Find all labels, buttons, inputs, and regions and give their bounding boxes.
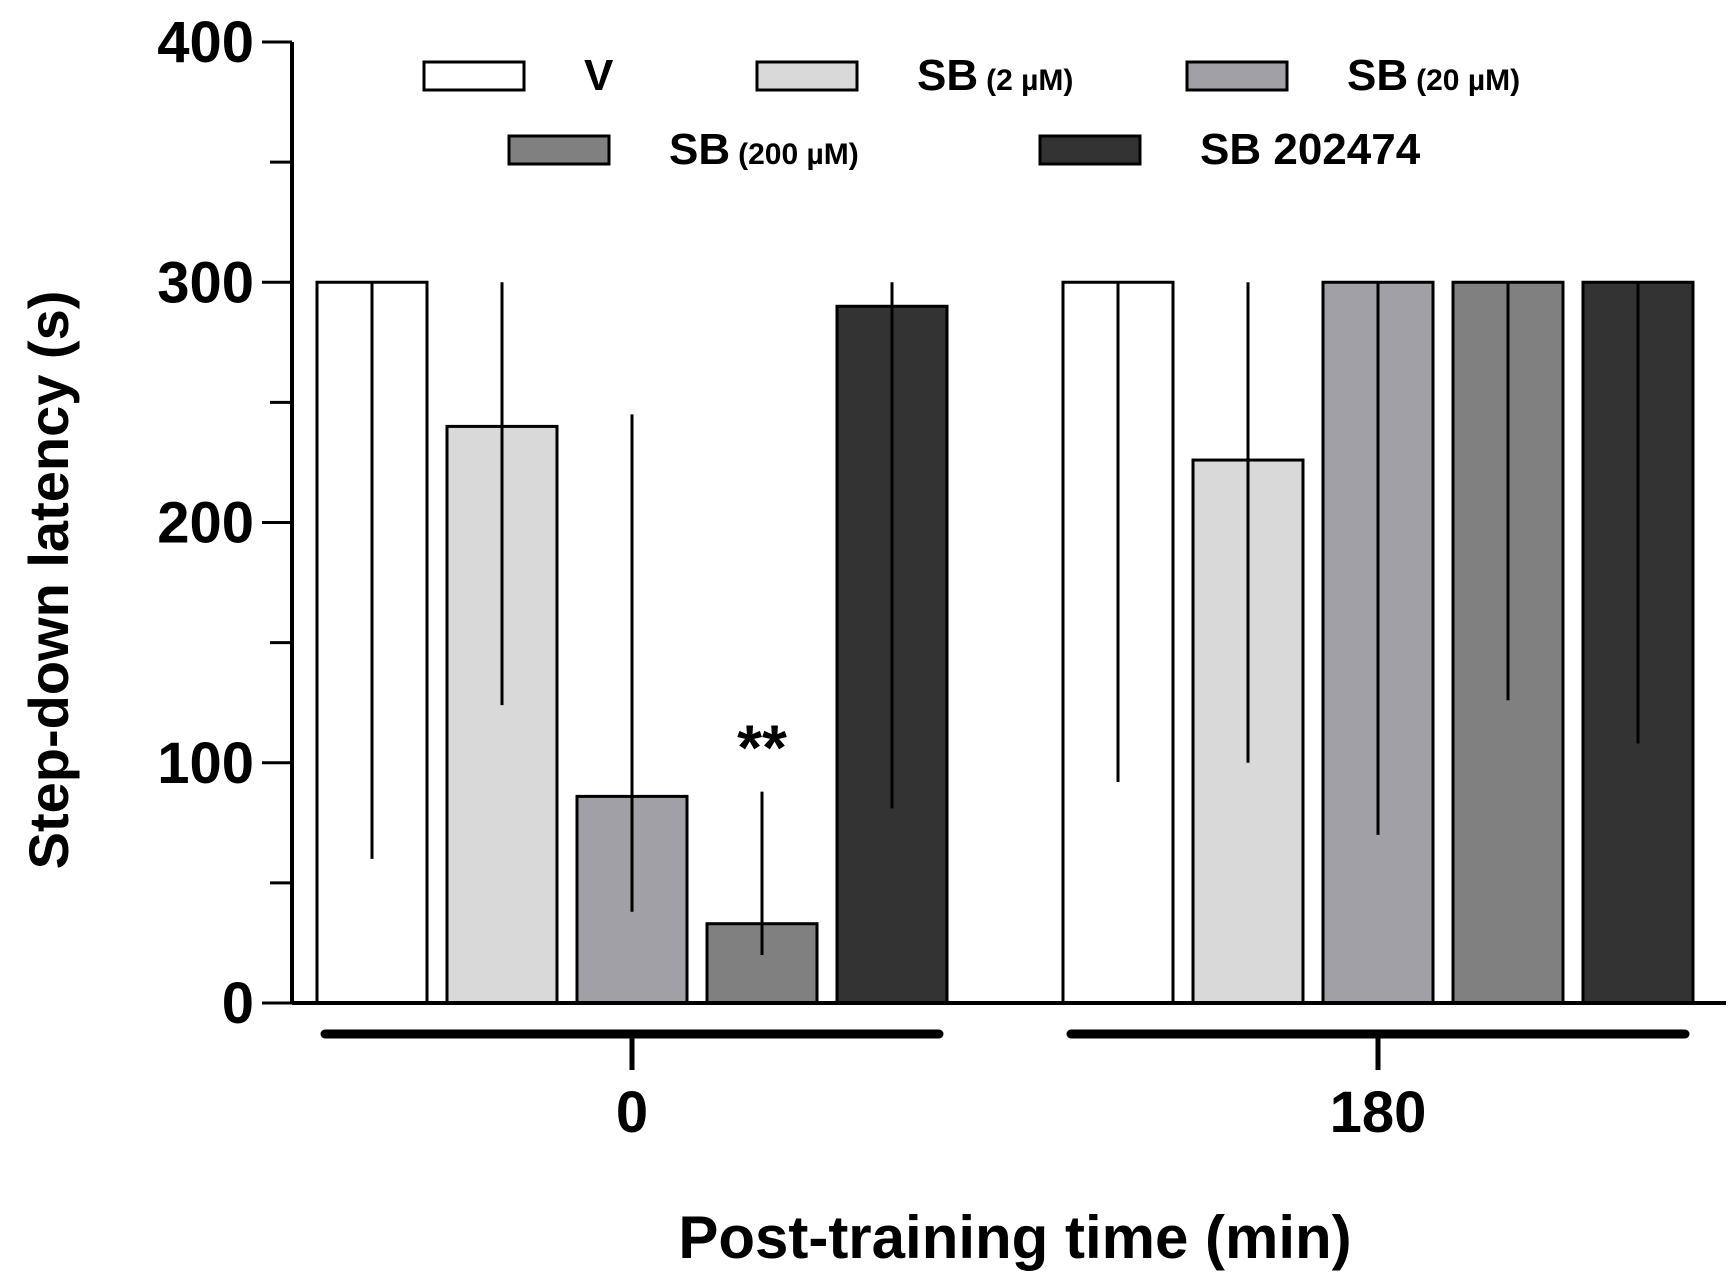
legend-swatch (1185, 60, 1289, 92)
legend-swatch (422, 60, 526, 92)
bars (315, 280, 1695, 1005)
y-tick-label: 100 (157, 731, 254, 796)
x-tick-label: 0 (616, 1080, 648, 1145)
legend-label: SB (2 µM) (917, 51, 1073, 100)
significance-marker: ** (737, 712, 787, 784)
annotations: ** (737, 712, 787, 784)
x-tick-label: 180 (1330, 1080, 1427, 1145)
y-axis: 0 100 200 300 400 (157, 10, 294, 1036)
legend-label: SB 202474 (1200, 125, 1421, 174)
y-tick-label: 200 (157, 491, 254, 556)
legend-swatch (755, 60, 859, 92)
y-tick-label: 0 (222, 971, 254, 1036)
legend: V SB (2 µM) SB (20 µM) SB (200 µM) SB 202474 (422, 51, 1520, 174)
legend-swatch (507, 134, 611, 166)
x-axis-title: Post-training time (min) (678, 1204, 1351, 1271)
y-tick-label: 400 (157, 10, 254, 75)
legend-label-concentration: (20 µM) (1416, 64, 1520, 97)
legend-swatch (1038, 134, 1142, 166)
y-axis-title: Step-down latency (s) (17, 291, 80, 870)
y-tick-label: 300 (157, 250, 254, 315)
legend-label-concentration: (2 µM) (986, 64, 1073, 97)
legend-label: SB (200 µM) (669, 125, 859, 174)
error-bars (370, 282, 1640, 955)
legend-label-concentration: (200 µM) (738, 138, 859, 171)
legend-label: V (584, 51, 614, 100)
legend-label: SB (20 µM) (1347, 51, 1520, 100)
x-axis: 0 180 (292, 1001, 1726, 1145)
